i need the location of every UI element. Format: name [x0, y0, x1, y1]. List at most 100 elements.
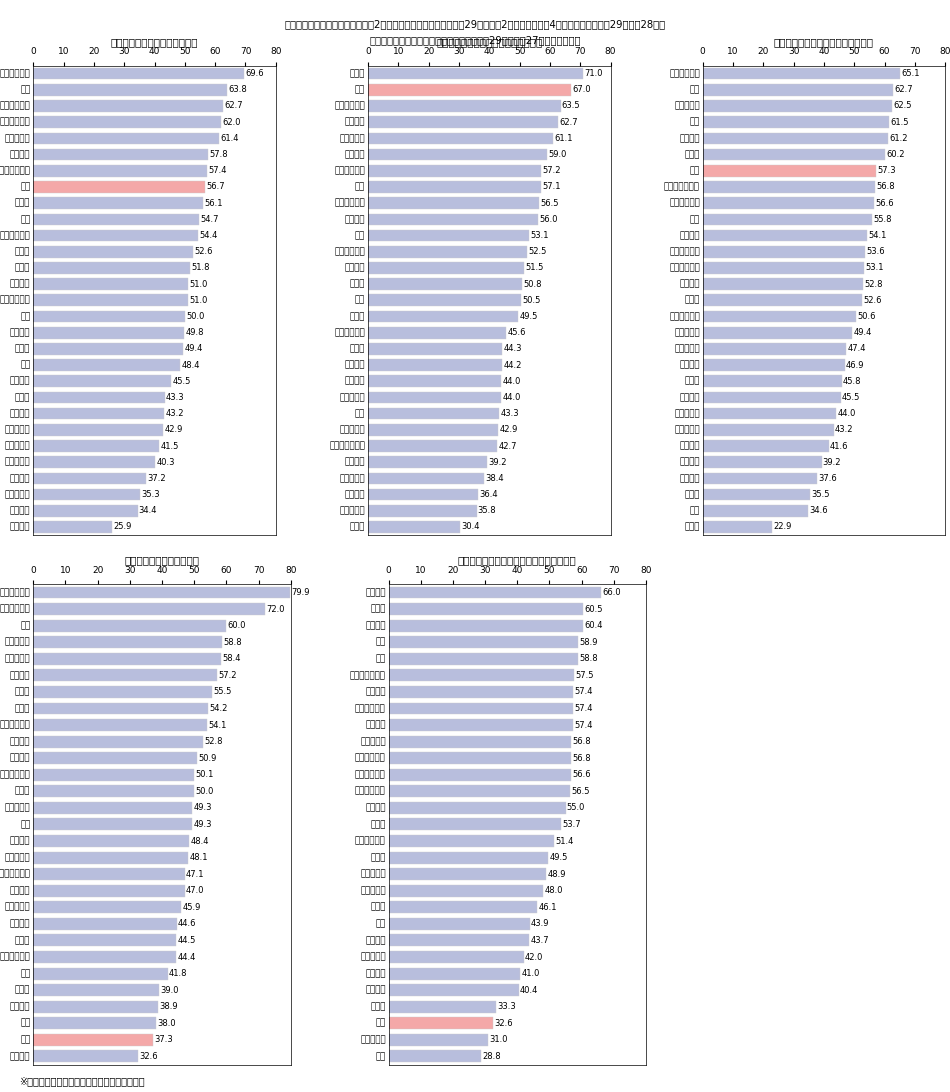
Bar [389, 752, 571, 764]
Text: 57.1: 57.1 [542, 182, 560, 191]
Text: 79.9: 79.9 [292, 587, 310, 597]
Bar [33, 424, 163, 436]
Bar [33, 100, 223, 111]
Bar [368, 278, 522, 290]
Bar [33, 473, 146, 484]
Text: 51.4: 51.4 [555, 836, 574, 845]
Text: 52.8: 52.8 [204, 737, 223, 746]
Text: 50.0: 50.0 [196, 787, 214, 796]
Bar [389, 1018, 493, 1030]
Bar [368, 68, 583, 80]
Text: 「因子５：科学技術のビジネス化対応力」は29か国中第27位となっている: 「因子５：科学技術のビジネス化対応力」は29か国中第27位となっている [370, 35, 580, 45]
Text: 41.0: 41.0 [522, 969, 541, 978]
Bar [33, 132, 219, 144]
Bar [33, 359, 180, 371]
Text: 57.2: 57.2 [218, 670, 238, 680]
Bar [368, 473, 484, 484]
Text: 42.9: 42.9 [500, 425, 518, 435]
Bar [368, 84, 571, 96]
Text: 43.3: 43.3 [501, 410, 519, 418]
Text: 34.4: 34.4 [139, 507, 158, 515]
Title: （因子２：製品・サービスの洗練度）: （因子２：製品・サービスの洗練度） [436, 37, 542, 47]
Bar [389, 637, 579, 649]
Text: 43.9: 43.9 [531, 919, 550, 928]
Bar [368, 132, 553, 144]
Bar [33, 198, 203, 209]
Bar [33, 1000, 159, 1012]
Text: 60.2: 60.2 [886, 150, 905, 159]
Text: 51.0: 51.0 [189, 296, 207, 305]
Bar [389, 720, 573, 731]
Text: 50.9: 50.9 [199, 753, 217, 762]
Bar [389, 1034, 488, 1046]
Text: 41.8: 41.8 [169, 969, 187, 978]
Text: 54.1: 54.1 [868, 232, 886, 240]
Bar [389, 852, 548, 864]
Text: 45.5: 45.5 [842, 393, 861, 402]
Text: 55.8: 55.8 [873, 215, 892, 224]
Text: 57.4: 57.4 [575, 721, 593, 729]
Bar [33, 84, 227, 96]
Bar [33, 214, 200, 225]
Bar [389, 669, 574, 681]
Text: 57.3: 57.3 [878, 166, 896, 176]
Bar [703, 181, 875, 193]
Bar [368, 440, 498, 452]
Text: 37.6: 37.6 [818, 474, 837, 483]
Text: 36.4: 36.4 [480, 490, 498, 499]
Text: 61.4: 61.4 [220, 134, 239, 143]
Text: 54.7: 54.7 [200, 215, 218, 224]
Bar [389, 918, 530, 929]
Text: 62.7: 62.7 [894, 85, 913, 94]
Text: 49.3: 49.3 [193, 820, 212, 829]
Text: 50.1: 50.1 [196, 770, 214, 780]
Text: 39.2: 39.2 [488, 458, 506, 466]
Bar [33, 149, 208, 161]
Text: 63.5: 63.5 [561, 102, 580, 110]
Bar [703, 229, 866, 241]
Text: 56.6: 56.6 [572, 770, 591, 780]
Text: 39.0: 39.0 [160, 986, 179, 995]
Text: 50.8: 50.8 [523, 280, 542, 288]
Text: 47.4: 47.4 [847, 344, 866, 354]
Bar [703, 132, 888, 144]
Bar [389, 1000, 496, 1012]
Bar [703, 295, 863, 306]
Bar [703, 505, 808, 517]
Bar [33, 165, 207, 177]
Text: 48.4: 48.4 [190, 836, 209, 845]
Bar [368, 489, 479, 500]
Bar [389, 935, 529, 947]
Bar [368, 100, 560, 111]
Text: 53.1: 53.1 [530, 232, 549, 240]
Text: 62.7: 62.7 [560, 118, 578, 127]
Text: 37.2: 37.2 [147, 474, 166, 483]
Bar [33, 343, 183, 355]
Bar [368, 327, 506, 339]
Bar [703, 392, 841, 403]
Text: 38.9: 38.9 [160, 1002, 179, 1011]
Text: 44.3: 44.3 [504, 344, 522, 354]
Text: 50.0: 50.0 [186, 312, 204, 321]
Text: 35.3: 35.3 [142, 490, 161, 499]
Bar [389, 885, 543, 897]
Bar [703, 68, 900, 80]
Bar [389, 968, 521, 980]
Text: 66.0: 66.0 [602, 587, 621, 597]
Text: 65.1: 65.1 [902, 69, 920, 79]
Text: 49.5: 49.5 [520, 312, 538, 321]
Text: 46.9: 46.9 [846, 360, 865, 369]
Bar [368, 246, 527, 258]
Bar [33, 376, 171, 387]
Text: 35.5: 35.5 [811, 490, 830, 499]
Bar [389, 835, 554, 847]
Bar [368, 456, 486, 468]
Text: 54.1: 54.1 [209, 721, 227, 729]
Text: 43.2: 43.2 [165, 410, 184, 418]
Text: 53.7: 53.7 [562, 820, 581, 829]
Text: 44.0: 44.0 [503, 393, 521, 402]
Bar [33, 885, 184, 897]
Bar [33, 392, 164, 403]
Bar [703, 407, 836, 419]
Bar [33, 918, 177, 929]
